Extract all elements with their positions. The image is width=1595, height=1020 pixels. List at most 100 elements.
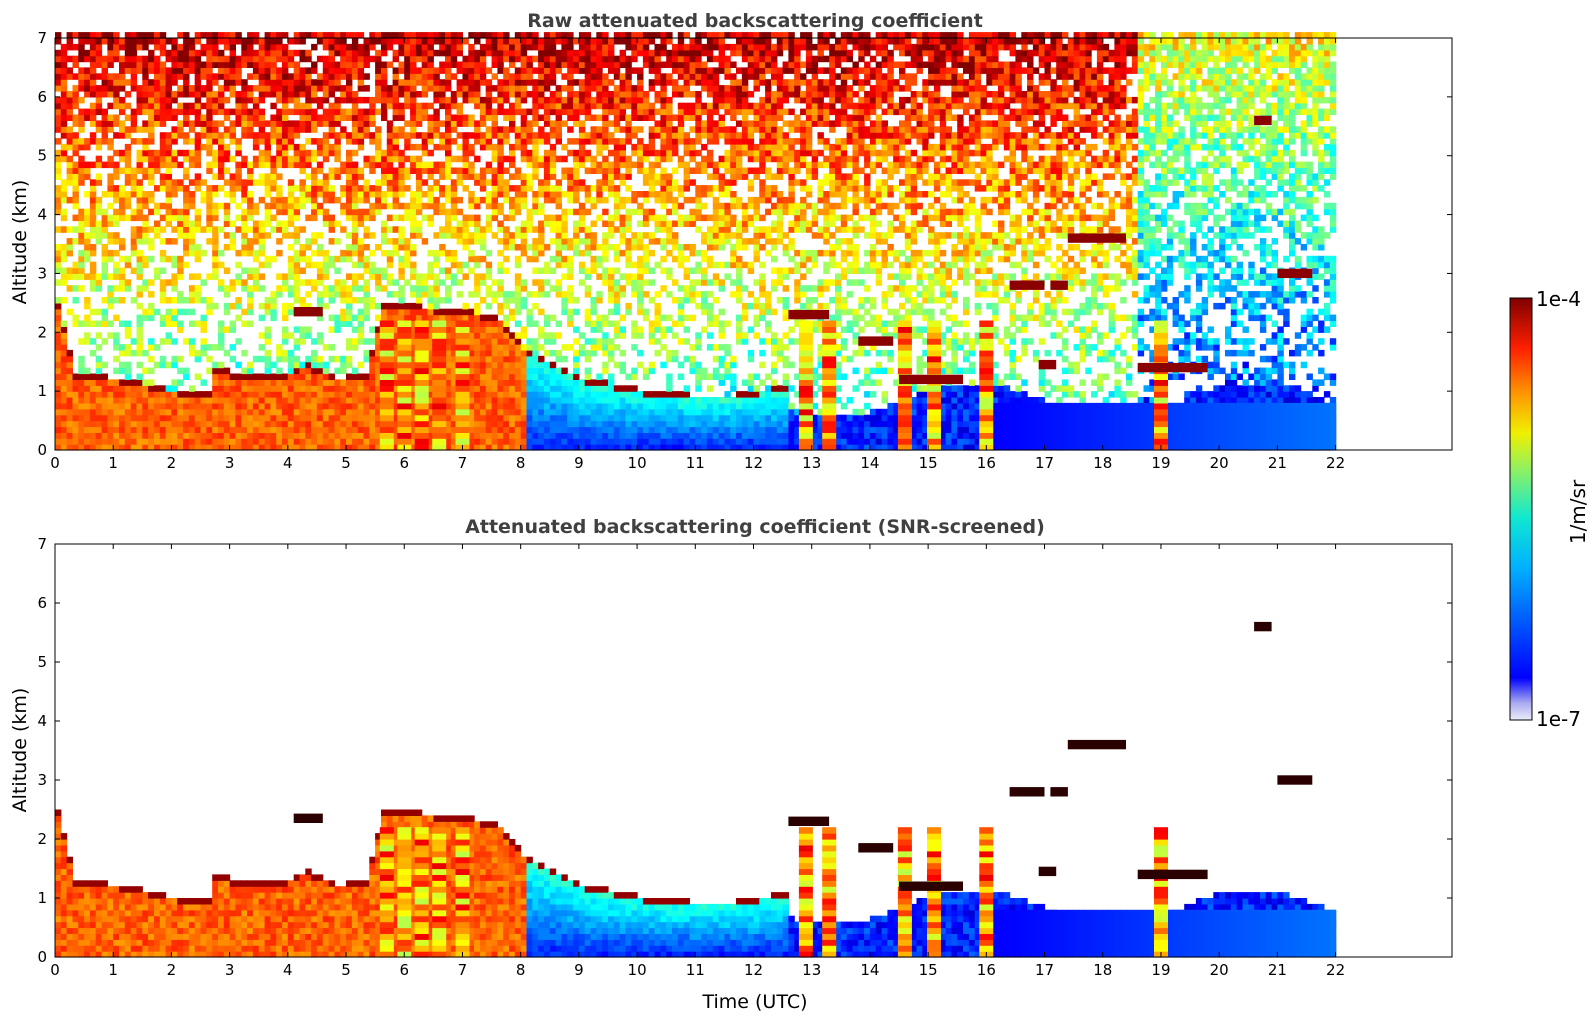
x-tick-label: 1 <box>108 961 118 979</box>
x-tick-label: 5 <box>341 454 351 472</box>
x-tick-label: 17 <box>1035 961 1054 979</box>
x-tick-label: 3 <box>225 454 235 472</box>
x-tick-label: 0 <box>50 454 60 472</box>
x-tick-label: 1 <box>108 454 118 472</box>
top-chart-panel: 0 1 2 3 4 5 6 7 8 9 10 11 12 13 14 15 16 17 18 19 20 21 220123… <box>37 29 1453 472</box>
x-tick-label: 14 <box>860 454 879 472</box>
x-tick-label: 9 <box>574 961 584 979</box>
x-tick-label: 4 <box>283 961 293 979</box>
x-tick-label: 12 <box>744 454 763 472</box>
cloud-segment-6 <box>858 843 894 853</box>
cloud-segment-4 <box>1137 362 1208 373</box>
x-tick-label: 20 <box>1210 961 1229 979</box>
y-tick-label: 1 <box>37 382 47 400</box>
colorbar-gradient <box>1509 297 1533 721</box>
x-tick-label: 0 <box>50 961 60 979</box>
y-tick-label: 4 <box>37 712 47 730</box>
colorbar-units-label: 1/m/sr <box>1566 479 1590 544</box>
cloud-segment-7 <box>1038 359 1057 370</box>
x-tick-label: 10 <box>628 961 647 979</box>
x-tick-label: 15 <box>919 961 938 979</box>
x-tick-label: 14 <box>860 961 879 979</box>
backscatter-field <box>55 32 1337 451</box>
x-tick-label: 15 <box>919 454 938 472</box>
x-tick-label: 13 <box>802 454 821 472</box>
cloud-segment-1 <box>1009 280 1045 290</box>
y-tick-label: 3 <box>37 264 47 282</box>
cloud-segment-8 <box>293 813 323 823</box>
x-tick-label: 10 <box>628 454 647 472</box>
y-tick-label: 2 <box>37 830 47 848</box>
x-tick-label: 22 <box>1326 961 1345 979</box>
cloud-segment-5 <box>788 309 830 320</box>
x-tick-label: 2 <box>167 454 177 472</box>
colorbar: 1e-4 1e-7 1/m/sr <box>1509 287 1590 731</box>
cloud-segment-5 <box>788 816 830 826</box>
top-chart-title: Raw attenuated backscattering coefficien… <box>527 10 983 32</box>
x-tick-label: 2 <box>167 961 177 979</box>
x-tick-label: 16 <box>977 454 996 472</box>
x-tick-label: 21 <box>1268 454 1287 472</box>
cloud-segment-0 <box>1067 739 1126 750</box>
bottom-chart-panel: 0 1 2 3 4 5 6 7 8 9 10 11 12 13 14 15 16 17 18 19 20 21 220123… <box>37 535 1453 979</box>
x-tick-label: 9 <box>574 454 584 472</box>
top-chart-ylabel: Altitude (km) <box>9 180 31 305</box>
y-tick-label: 3 <box>37 771 47 789</box>
cloud-segment-10 <box>1277 775 1313 785</box>
cloud-segment-0 <box>1067 233 1126 243</box>
x-tick-label: 21 <box>1268 961 1287 979</box>
cloud-layers <box>293 115 1313 385</box>
x-tick-label: 19 <box>1151 961 1170 979</box>
y-tick-label: 0 <box>37 948 47 966</box>
y-tick-label: 4 <box>37 206 47 224</box>
colorbar-min-label: 1e-7 <box>1536 707 1581 731</box>
cloud-segment-9 <box>1254 115 1272 126</box>
bottom-chart-ylabel: Altitude (km) <box>9 688 31 813</box>
backscatter-field <box>55 809 1337 958</box>
bottom-chart-title: Attenuated backscattering coefficient (S… <box>465 516 1045 538</box>
x-tick-label: 4 <box>283 454 293 472</box>
cloud-segment-10 <box>1277 268 1313 279</box>
x-tick-label: 12 <box>744 961 763 979</box>
x-tick-label: 13 <box>802 961 821 979</box>
x-tick-label: 16 <box>977 961 996 979</box>
x-tick-label: 6 <box>399 454 409 472</box>
cloud-segment-6 <box>858 336 894 346</box>
x-tick-label: 7 <box>458 961 468 979</box>
y-tick-label: 6 <box>37 594 47 612</box>
bottom-chart-xlabel: Time (UTC) <box>701 991 807 1013</box>
y-tick-label: 5 <box>37 147 47 165</box>
x-tick-label: 7 <box>458 454 468 472</box>
y-tick-label: 5 <box>37 653 47 671</box>
x-tick-label: 3 <box>225 961 235 979</box>
x-tick-label: 11 <box>686 454 705 472</box>
cloud-layers <box>293 621 1313 891</box>
y-tick-label: 6 <box>37 88 47 106</box>
x-tick-label: 18 <box>1093 454 1112 472</box>
x-tick-label: 8 <box>516 454 526 472</box>
y-tick-label: 2 <box>37 323 47 341</box>
x-tick-label: 11 <box>686 961 705 979</box>
x-tick-label: 8 <box>516 961 526 979</box>
x-tick-label: 18 <box>1093 961 1112 979</box>
cloud-segment-3 <box>899 374 963 385</box>
cloud-segment-4 <box>1137 869 1208 880</box>
cloud-segment-1 <box>1009 787 1045 797</box>
cloud-segment-2 <box>1050 280 1068 290</box>
x-tick-label: 22 <box>1326 454 1345 472</box>
y-tick-label: 7 <box>37 535 47 553</box>
colorbar-max-label: 1e-4 <box>1536 287 1581 311</box>
y-tick-label: 7 <box>37 29 47 47</box>
cloud-segment-7 <box>1038 866 1057 877</box>
x-tick-label: 19 <box>1151 454 1170 472</box>
cloud-segment-3 <box>899 881 963 891</box>
cloud-segment-2 <box>1050 787 1068 797</box>
cloud-segment-8 <box>293 307 323 317</box>
y-tick-label: 0 <box>37 441 47 459</box>
x-tick-label: 17 <box>1035 454 1054 472</box>
cloud-segment-9 <box>1254 621 1272 632</box>
x-tick-label: 6 <box>399 961 409 979</box>
x-tick-label: 5 <box>341 961 351 979</box>
x-tick-label: 20 <box>1210 454 1229 472</box>
